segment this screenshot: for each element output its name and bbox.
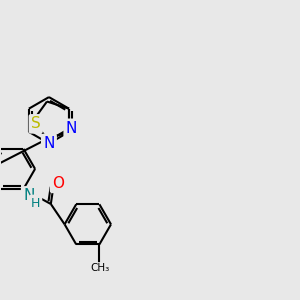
Text: S: S <box>31 116 40 131</box>
Text: CH₃: CH₃ <box>90 263 109 273</box>
Text: O: O <box>52 176 64 191</box>
Text: N: N <box>66 121 77 136</box>
Text: N: N <box>43 136 55 151</box>
Text: N: N <box>23 188 34 203</box>
Text: H: H <box>31 196 40 209</box>
